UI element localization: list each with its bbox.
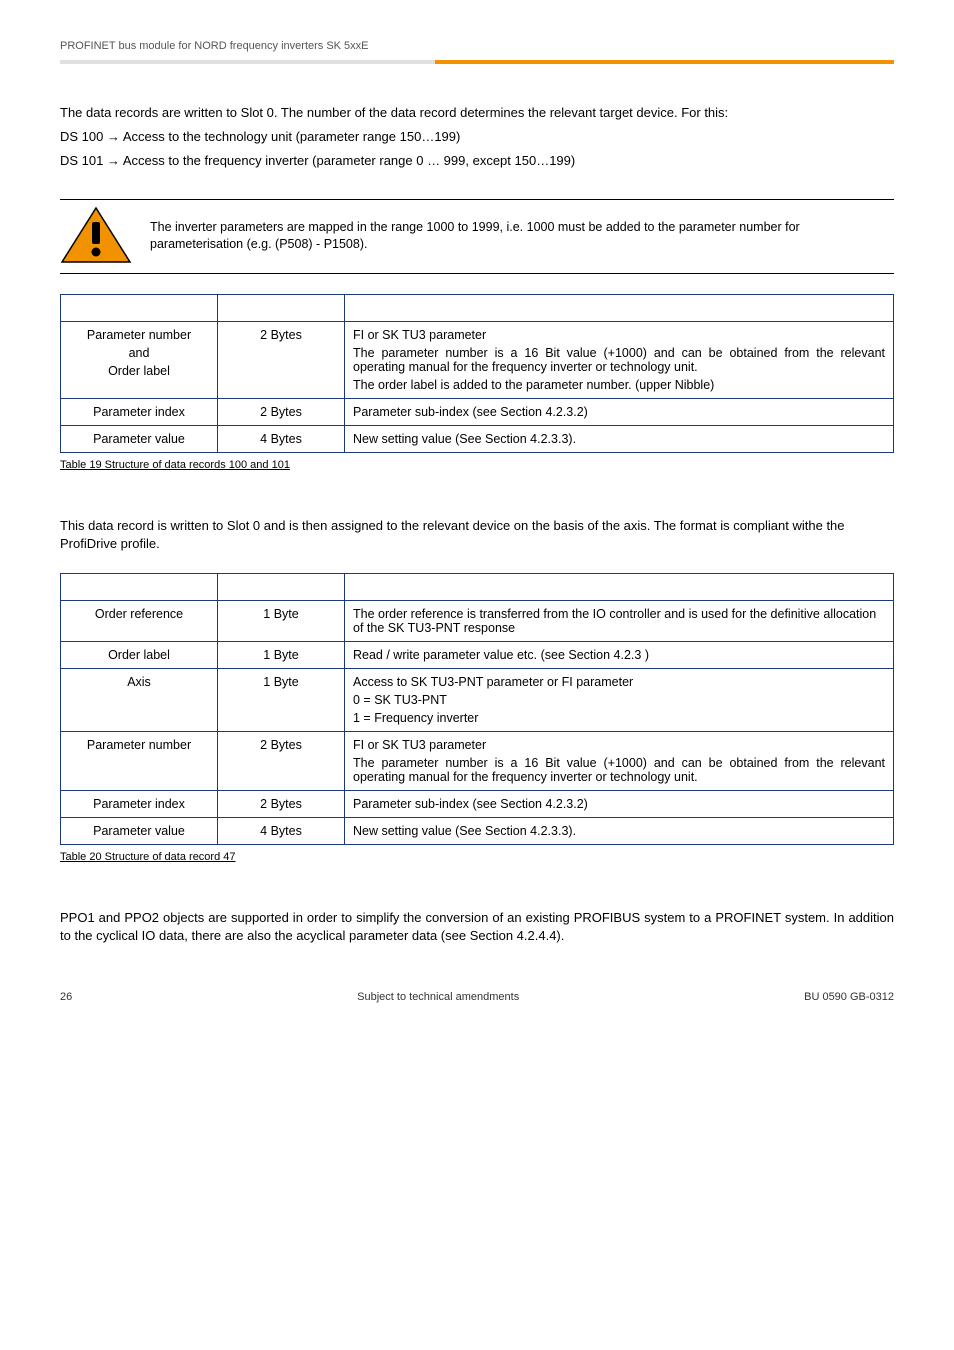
table-20: Order reference 1 Byte The order referen…	[60, 573, 894, 845]
page-header: PROFINET bus module for NORD frequency i…	[60, 40, 894, 60]
t2r6-len: 4 Bytes	[218, 817, 345, 844]
footer-pagenum: 26	[60, 991, 72, 1003]
note-box: The inverter parameters are mapped in th…	[60, 199, 894, 274]
t2r4-desc: FI or SK TU3 parameter The parameter num…	[345, 731, 894, 790]
intro-paragraph: The data records are written to Slot 0. …	[60, 104, 894, 122]
t1r3-name: Parameter value	[61, 425, 218, 452]
t1r1-len: 2 Bytes	[218, 321, 345, 398]
table-19-caption: Table 19 Structure of data records 100 a…	[60, 459, 894, 471]
warning-icon	[60, 206, 132, 267]
t2r5-desc: Parameter sub-index (see Section 4.2.3.2…	[345, 790, 894, 817]
t2r5-len: 2 Bytes	[218, 790, 345, 817]
t2r5-name: Parameter index	[61, 790, 218, 817]
t2r2-name: Order label	[61, 641, 218, 668]
table-20-caption: Table 20 Structure of data record 47	[60, 851, 894, 863]
t1r2-len: 2 Bytes	[218, 398, 345, 425]
header-rule	[60, 60, 894, 64]
footer-right: BU 0590 GB-0312	[804, 991, 894, 1003]
page-footer: 26 Subject to technical amendments BU 05…	[0, 981, 954, 1023]
t2r6-desc: New setting value (See Section 4.2.3.3).	[345, 817, 894, 844]
t2r6-name: Parameter value	[61, 817, 218, 844]
mid-paragraph: This data record is written to Slot 0 an…	[60, 517, 894, 553]
ds100-line: DS 100 → Access to the technology unit (…	[60, 128, 894, 146]
t2r3-name: Axis	[61, 668, 218, 731]
table-19: Parameter number and Order label 2 Bytes…	[60, 294, 894, 453]
t1r3-desc: New setting value (See Section 4.2.3.3).	[345, 425, 894, 452]
t2r2-desc: Read / write parameter value etc. (see S…	[345, 641, 894, 668]
t2r3-len: 1 Byte	[218, 668, 345, 731]
t2r1-name: Order reference	[61, 600, 218, 641]
t1r2-desc: Parameter sub-index (see Section 4.2.3.2…	[345, 398, 894, 425]
closing-paragraph: PPO1 and PPO2 objects are supported in o…	[60, 909, 894, 945]
t2r3-desc: Access to SK TU3-PNT parameter or FI par…	[345, 668, 894, 731]
t1r2-name: Parameter index	[61, 398, 218, 425]
t2r1-len: 1 Byte	[218, 600, 345, 641]
t2r2-len: 1 Byte	[218, 641, 345, 668]
t1r1-name: Parameter number and Order label	[61, 321, 218, 398]
note-text: The inverter parameters are mapped in th…	[150, 219, 894, 253]
t2r4-len: 2 Bytes	[218, 731, 345, 790]
t1r1-desc: FI or SK TU3 parameter The parameter num…	[345, 321, 894, 398]
footer-center: Subject to technical amendments	[357, 991, 519, 1003]
t2r1-desc: The order reference is transferred from …	[345, 600, 894, 641]
t1r3-len: 4 Bytes	[218, 425, 345, 452]
t2r4-name: Parameter number	[61, 731, 218, 790]
ds101-line: DS 101 → Access to the frequency inverte…	[60, 152, 894, 170]
